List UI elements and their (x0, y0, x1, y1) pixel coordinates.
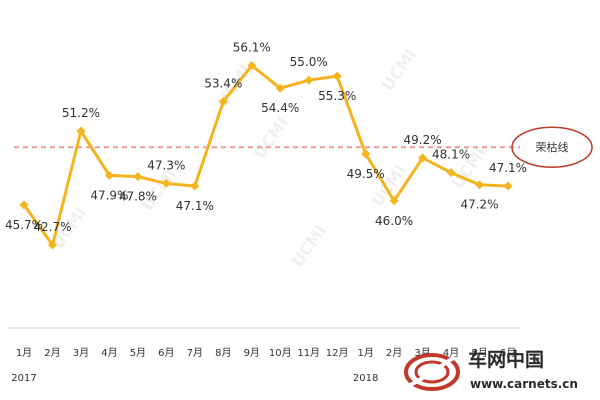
data-point (275, 83, 285, 93)
data-point (247, 60, 257, 70)
x-tick-label: 6月 (158, 347, 174, 359)
data-point (47, 240, 57, 250)
data-label: 47.8% (119, 190, 157, 204)
x-tick-label: 5月 (471, 347, 487, 359)
year-label: 2017 (11, 373, 36, 384)
data-point (19, 200, 29, 210)
x-tick-label: 4月 (101, 347, 117, 359)
data-point (389, 196, 399, 206)
data-label: 56.1% (233, 40, 271, 54)
data-label: 53.4% (204, 77, 242, 91)
x-tick-label: 11月 (297, 347, 320, 359)
logo-brand-text: 车网中国 (468, 348, 544, 371)
data-point (161, 178, 171, 188)
x-tick-label: 1月 (357, 347, 373, 359)
data-points (19, 60, 513, 250)
x-tick-label: 10月 (269, 347, 292, 359)
x-tick-label: 1月 (16, 347, 32, 359)
logo-ring-inner (414, 360, 450, 384)
data-label: 42.7% (33, 220, 71, 234)
data-label: 49.5% (347, 167, 385, 181)
data-label: 54.4% (261, 101, 299, 115)
data-label: 46.0% (375, 214, 413, 228)
logo-ring-outer (404, 353, 460, 391)
data-labels: 45.7%42.7% 51.2% 47.9%47.8% 47.3% 47.1% 53.4%… (5, 40, 527, 234)
data-label: 55.3% (318, 89, 356, 103)
reference-label: 荣枯线 (536, 140, 569, 154)
watermark-text: UCMI (250, 113, 292, 162)
data-label: 47.1% (176, 199, 214, 213)
x-tick-label: 9月 (244, 347, 260, 359)
watermark-text: UCMI (288, 221, 330, 270)
data-label: 47.9% (90, 188, 128, 202)
data-point (190, 181, 200, 191)
year-label: 2018 (353, 373, 378, 384)
data-label: 48.1% (432, 148, 470, 162)
x-tick-label: 2月 (44, 347, 60, 359)
data-label: 47.3% (147, 158, 185, 172)
logo-icon (404, 353, 460, 391)
x-tick-label: 3月 (73, 347, 89, 359)
reference-label-circle (511, 126, 593, 168)
data-point (446, 168, 456, 178)
data-point (332, 71, 342, 81)
data-label: 45.7% (5, 218, 43, 232)
data-point (503, 181, 513, 191)
data-point (475, 180, 485, 190)
year-labels: 2017 2018 (11, 373, 378, 384)
data-label: 47.2% (460, 198, 498, 212)
data-label: 55.0% (290, 55, 328, 69)
data-point (418, 153, 428, 163)
x-tick-label: 7月 (187, 347, 203, 359)
x-tick-label: 2月 (386, 347, 402, 359)
data-point (304, 75, 314, 85)
data-point (104, 170, 114, 180)
reference-label-group: 荣枯线 (511, 126, 593, 168)
data-label: 51.2% (62, 106, 100, 120)
series-line (22, 64, 509, 247)
data-point (76, 126, 86, 136)
x-tick-label: 12月 (326, 347, 349, 359)
data-point (133, 172, 143, 182)
x-tick-label: 6月 (500, 347, 516, 359)
data-point (218, 97, 228, 107)
data-label: 47.1% (489, 161, 527, 175)
data-point (361, 149, 371, 159)
watermark-text: UCMI (378, 45, 420, 94)
brand-logo: 车网中国 www.carnets.cn (404, 348, 578, 391)
logo-site-text: www.carnets.cn (470, 377, 578, 391)
x-tick-labels: 1月 2月 3月 4月 5月 6月 7月 8月 9月 10月 11月 12月 1月 2月 3月 4月 5月 6月 (16, 347, 516, 359)
data-label: 49.2% (404, 133, 442, 147)
logo-swoosh (409, 355, 457, 387)
x-tick-label: 8月 (215, 347, 231, 359)
x-tick-label: 5月 (130, 347, 146, 359)
